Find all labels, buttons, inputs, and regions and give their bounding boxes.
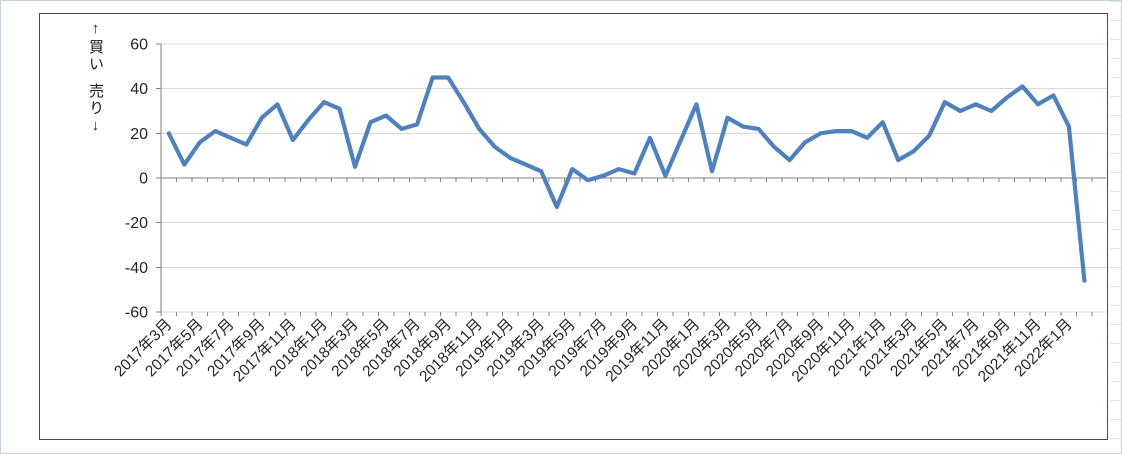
y-tick-label: 60 (130, 37, 148, 54)
y-axis-title-buy: ↑買い (87, 20, 104, 73)
y-tick-label: -40 (125, 260, 148, 277)
y-tick-label: 0 (139, 171, 148, 188)
y-tick-label: 20 (130, 126, 148, 143)
y-axis-title: ↑買い 売り↓ (84, 20, 106, 136)
chart-object[interactable]: ↑買い 売り↓ 60 40 20 0 -20 -40 -60 2017年3月 2017年5月 20… (39, 13, 1108, 440)
plot-area: 6040200-20-40-602017年3月2017年5月2017年7月201… (110, 37, 1106, 386)
sheet-row-gridlines (1110, 1, 1121, 453)
y-tick-label: 40 (130, 81, 148, 98)
y-tick-label: -20 (125, 215, 148, 232)
y-axis-title-sell: 売り↓ (87, 83, 104, 136)
data-series-line (166, 75, 1087, 283)
y-tick-label: -60 (125, 304, 148, 321)
